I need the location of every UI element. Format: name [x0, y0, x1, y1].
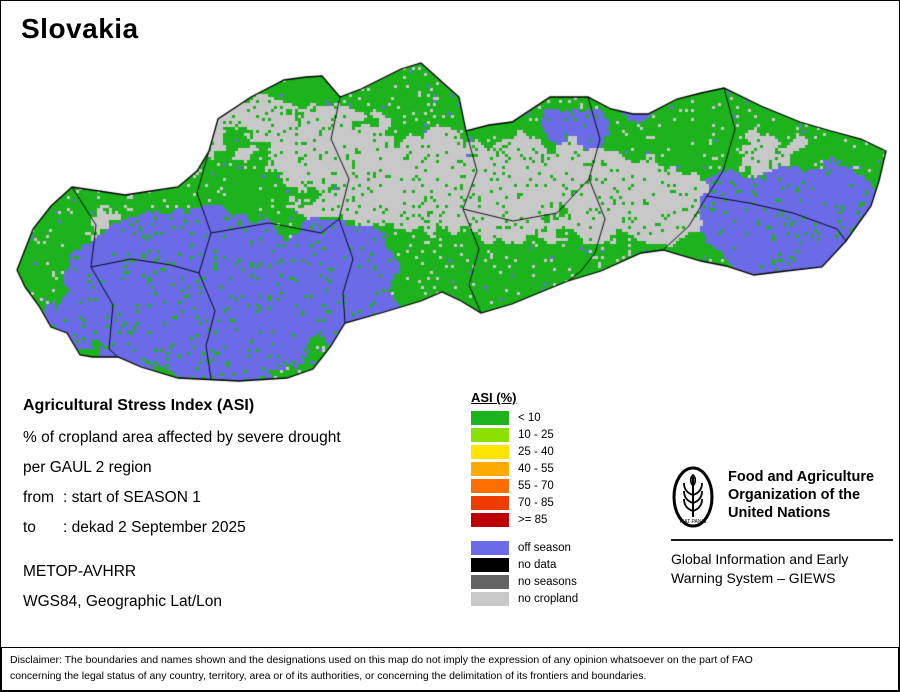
fao-emblem-motto: FIAT PANIS: [680, 519, 707, 525]
from-value: : start of SEASON 1: [63, 489, 201, 506]
legend-label: no seasons: [518, 576, 577, 588]
legend-title: ASI (%): [471, 390, 517, 405]
legend-label: no data: [518, 559, 557, 571]
asi-legend: ASI (%) < 10 10 - 25 25 - 40 40 - 55 55 …: [471, 390, 578, 609]
slovakia-asi-map: [1, 1, 899, 401]
info-projection: WGS84, Geographic Lat/Lon: [23, 593, 223, 610]
giews-line: Global Information and Early: [671, 551, 849, 567]
disclaimer-box: Disclaimer: The boundaries and names sho…: [1, 647, 899, 691]
legend-label: 70 - 85: [518, 497, 554, 509]
disclaimer-line: Disclaimer: The boundaries and names sho…: [10, 654, 753, 666]
legend-swatch: [471, 558, 509, 572]
fao-org-line: United Nations: [728, 505, 831, 521]
fao-logo-row: FIAT PANIS Food and Agriculture Organiza…: [671, 465, 893, 529]
fao-branding: FIAT PANIS Food and Agriculture Organiza…: [671, 465, 893, 588]
giews-line: Warning System – GIEWS: [671, 570, 836, 586]
legend-item: 70 - 85: [471, 496, 578, 510]
info-subtitle-1: % of cropland area affected by severe dr…: [23, 429, 341, 446]
to-label: to: [23, 519, 36, 536]
legend-spacer: [471, 530, 578, 541]
legend-item: >= 85: [471, 513, 578, 527]
info-heading: Agricultural Stress Index (ASI): [23, 397, 255, 414]
legend-item: 40 - 55: [471, 462, 578, 476]
info-subtitle-2: per GAUL 2 region: [23, 459, 152, 476]
fao-org-name: Food and Agriculture Organization of the…: [728, 465, 874, 529]
legend-label: 25 - 40: [518, 446, 554, 458]
legend-item: no data: [471, 558, 578, 572]
legend-label: 40 - 55: [518, 463, 554, 475]
legend-swatch: [471, 541, 509, 555]
from-label: from: [23, 489, 54, 506]
legend-swatch: [471, 575, 509, 589]
legend-label: 10 - 25: [518, 429, 554, 441]
info-to-row: to : dekad 2 September 2025: [23, 519, 341, 537]
legend-label: < 10: [518, 412, 541, 424]
fao-divider: [671, 539, 893, 541]
legend-label: off season: [518, 542, 571, 554]
legend-swatch: [471, 462, 509, 476]
legend-swatch: [471, 592, 509, 606]
legend-swatch: [471, 411, 509, 425]
legend-item: off season: [471, 541, 578, 555]
legend-item: no cropland: [471, 592, 578, 606]
fao-org-line: Food and Agriculture: [728, 469, 875, 485]
legend-swatch: [471, 496, 509, 510]
legend-item: 25 - 40: [471, 445, 578, 459]
map-info-block: Agricultural Stress Index (ASI) % of cro…: [23, 397, 341, 623]
info-from-row: from : start of SEASON 1: [23, 489, 341, 507]
legend-item: no seasons: [471, 575, 578, 589]
legend-swatch: [471, 479, 509, 493]
legend-label: 55 - 70: [518, 480, 554, 492]
fao-org-line: Organization of the: [728, 487, 861, 503]
info-sensor: METOP-AVHRR: [23, 563, 137, 580]
legend-item: 10 - 25: [471, 428, 578, 442]
fao-emblem-icon: FIAT PANIS: [672, 466, 714, 528]
legend-swatch: [471, 445, 509, 459]
legend-item: 55 - 70: [471, 479, 578, 493]
legend-swatch: [471, 428, 509, 442]
legend-label: no cropland: [518, 593, 579, 605]
legend-label: >= 85: [518, 514, 548, 526]
legend-item: < 10: [471, 411, 578, 425]
disclaimer-line: concerning the legal status of any count…: [10, 669, 647, 682]
to-value: : dekad 2 September 2025: [63, 519, 246, 536]
giews-label: Global Information and Early Warning Sys…: [671, 550, 893, 588]
legend-swatch: [471, 513, 509, 527]
